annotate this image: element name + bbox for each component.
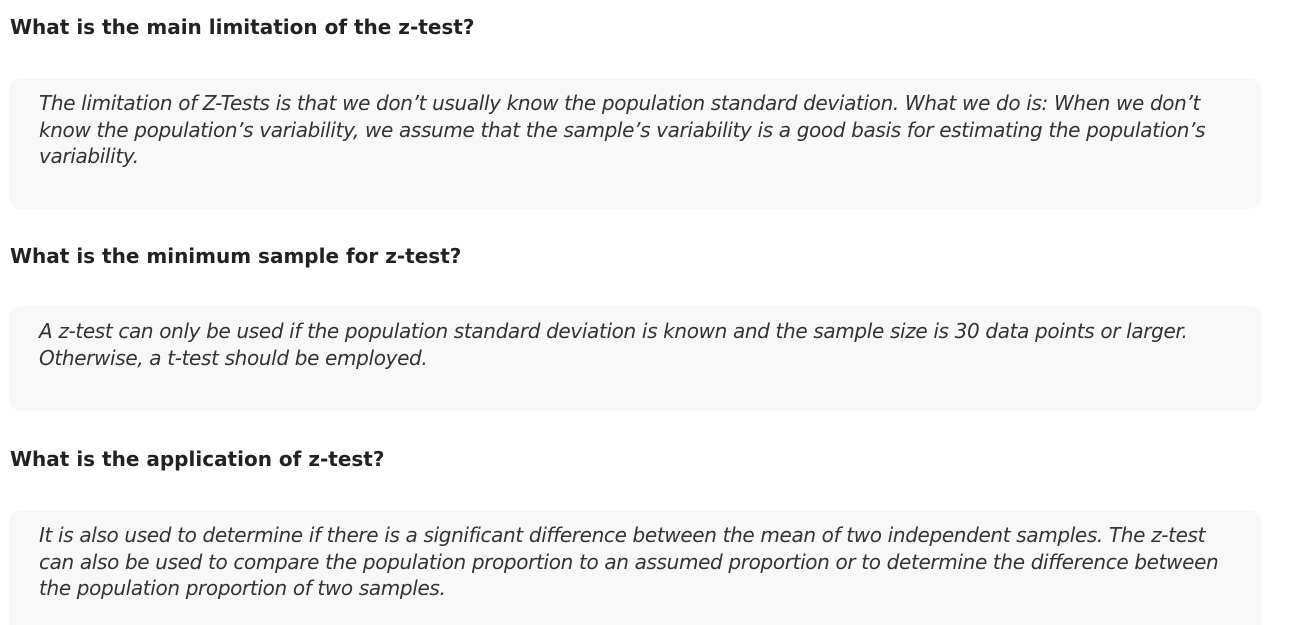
faq-answer-box-3: It is also used to determine if there is…: [9, 510, 1261, 625]
faq-answer-1: The limitation of Z-Tests is that we don…: [39, 91, 1206, 168]
faq-answer-2: A z-test can only be used if the populat…: [39, 319, 1188, 370]
faq-answer-box-2: A z-test can only be used if the populat…: [9, 306, 1261, 411]
faq-answer-3: It is also used to determine if there is…: [39, 523, 1219, 600]
faq-question-2: What is the minimum sample for z-test?: [10, 244, 462, 268]
faq-question-1: What is the main limitation of the z-tes…: [10, 15, 475, 39]
faq-answer-box-1: The limitation of Z-Tests is that we don…: [9, 78, 1261, 209]
faq-question-3: What is the application of z-test?: [10, 447, 385, 471]
